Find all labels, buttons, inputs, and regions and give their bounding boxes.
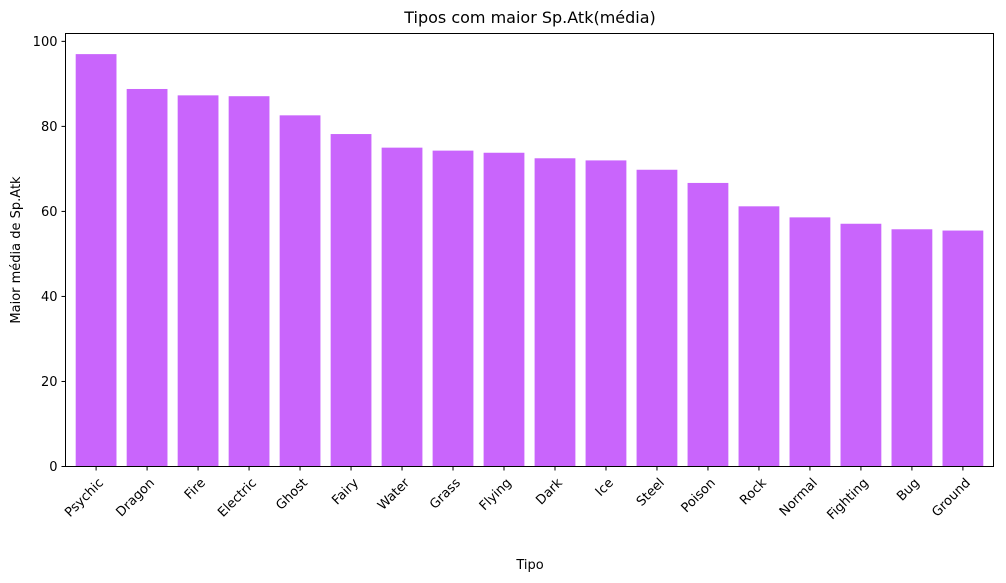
bar-electric — [228, 96, 270, 467]
x-tick-label: Fighting — [824, 476, 871, 523]
x-tick-label: Grass — [427, 476, 464, 513]
bar-ground — [942, 230, 984, 467]
y-axis: 0 20 40 60 80 100 — [33, 35, 66, 475]
bar-fire — [177, 95, 219, 467]
x-tick-label: Fairy — [329, 476, 362, 509]
y-tick-label: 100 — [33, 35, 58, 50]
bar-normal — [789, 217, 831, 467]
bar-ice — [585, 160, 627, 467]
x-tick-label: Ghost — [273, 476, 311, 514]
bar-fighting — [840, 223, 882, 467]
x-tick-label: Bug — [894, 476, 923, 505]
x-axis: Psychic Dragon Fire Electric Ghost Fairy Water… — [62, 466, 974, 523]
x-tick-label: Dark — [533, 475, 566, 508]
x-axis-label: Tipo — [515, 558, 543, 573]
bar-ghost — [279, 115, 321, 467]
bar-water — [381, 147, 423, 467]
y-tick-label: 0 — [49, 460, 57, 475]
x-tick-label: Rock — [737, 475, 770, 508]
bar-steel — [636, 169, 678, 467]
x-tick-label: Psychic — [62, 476, 107, 521]
bar-psychic — [75, 54, 117, 467]
bar-flying — [483, 152, 525, 467]
chart-title: Tipos com maior Sp.Atk(média) — [403, 8, 656, 27]
x-tick-label: Fire — [182, 476, 209, 503]
x-tick-label: Normal — [777, 476, 821, 520]
bars-group — [75, 54, 984, 467]
x-tick-label: Poison — [679, 476, 719, 516]
y-tick-label: 20 — [41, 375, 58, 390]
bar-poison — [687, 182, 729, 467]
x-tick-label: Steel — [634, 476, 668, 510]
x-tick-label: Ground — [929, 476, 973, 520]
y-tick-label: 80 — [41, 120, 58, 135]
plot-frame — [65, 33, 994, 467]
bar-rock — [738, 206, 780, 467]
bar-grass — [432, 150, 474, 467]
x-tick-label: Electric — [215, 476, 260, 521]
y-tick-label: 40 — [41, 290, 58, 305]
bar-fairy — [330, 134, 372, 467]
y-tick-label: 60 — [41, 205, 58, 220]
bar-dark — [534, 158, 576, 467]
bar-bug — [891, 229, 933, 467]
bar-dragon — [126, 88, 168, 467]
x-tick-label: Ice — [593, 476, 617, 500]
x-tick-label: Dragon — [114, 476, 158, 520]
y-axis-label: Maior média de Sp.Atk — [9, 176, 24, 324]
x-tick-label: Flying — [477, 476, 515, 514]
x-tick-label: Water — [375, 475, 413, 513]
